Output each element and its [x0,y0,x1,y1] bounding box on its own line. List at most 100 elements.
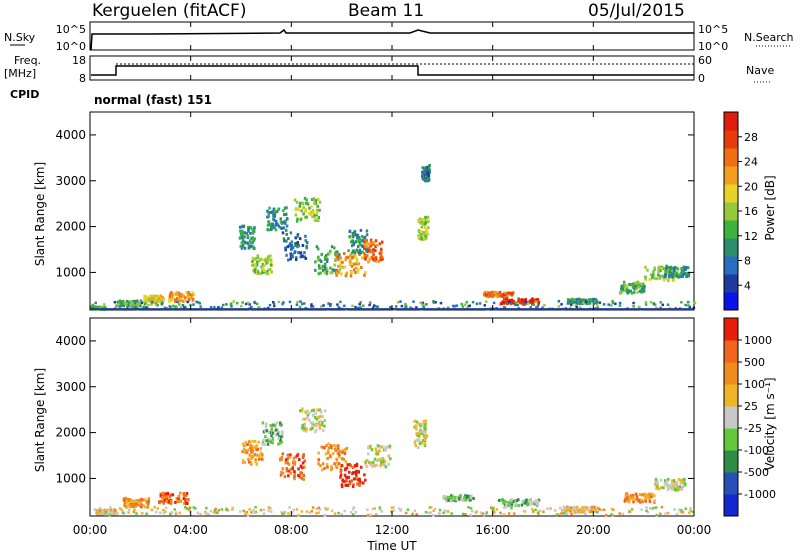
colorbar-swatch [724,166,738,185]
colorbar-tick-label: 20 [744,180,758,193]
power-colorbar: 28 24 20 16 12 8 4 [723,111,758,311]
ytick-label: 4000 [55,334,86,348]
colorbar-swatch [724,428,738,451]
ytick-label: 1000 [55,471,86,485]
colorbar-swatch [724,274,738,293]
freq-label-1: Freq. [14,54,41,67]
velocity-panel: 4000 3000 2000 1000 Slant Range [km] 1000 50… [33,317,777,517]
xlabel: Time UT [366,539,417,553]
scatter-blob [623,492,656,504]
scatter-blob [261,421,284,447]
xtick-label: 08:00 [274,523,309,537]
scatter-blob [364,444,392,469]
colorbar-swatch [724,112,738,131]
velocity-ylabel: Slant Range [km] [33,368,47,472]
nave-label: Nave [746,64,774,77]
colorbar-tick-label: -1000 [744,488,776,501]
ytick-label: 2000 [55,220,86,234]
time-axis: 00:00 04:00 08:00 12:00 16:00 20:00 00:00 [73,22,712,537]
colorbar-swatch [724,494,738,517]
colorbar-swatch [724,184,738,203]
velocity-colorbar-label: Velocity [m s⁻¹] [763,377,777,470]
colorbar-tick-label: 500 [744,356,765,369]
xtick-label: 16:00 [475,523,510,537]
scatter-blob [663,264,691,279]
nave-tick-top: 60 [698,54,712,67]
scatter-blob [158,491,190,505]
scatter-blob [298,407,327,434]
nsky-label: N.Sky [4,31,36,44]
colorbar-swatch [724,256,738,275]
colorbar-swatch [724,406,738,429]
colorbar-tick-label: -100 [744,444,769,457]
nsearch-tick-bottom: 10^0 [698,40,728,53]
scatter-blob [279,452,307,481]
scatter-blob [293,196,322,223]
date-title: 05/Jul/2015 [588,1,685,21]
nsky-tick-top: 10^5 [56,23,86,36]
ytick-label: 1000 [55,265,86,279]
xtick-label: 00:00 [677,523,712,537]
scatter-blob [238,224,256,251]
colorbar-tick-label: 24 [744,156,758,169]
colorbar-swatch [724,362,738,385]
scatter-blob [241,439,264,466]
scatter-blob [417,215,430,241]
colorbar-tick-label: 25 [744,400,758,413]
scatter-blob [421,163,431,183]
beam-title: Beam 11 [348,1,424,21]
colorbar-tick-label: -500 [744,466,769,479]
ytick-label: 3000 [55,174,86,188]
station-title: Kerguelen (fitACF) [92,1,246,21]
xtick-label: 04:00 [173,523,208,537]
scatter-blob [317,442,349,472]
colorbar-tick-label: 100 [744,378,765,391]
nsky-panel: N.Sky 10^5 10^0 10^5 10^0 N.Search [4,21,794,53]
scatter-blob [339,462,367,489]
scatter-blob [482,290,515,299]
colorbar-swatch [724,450,738,473]
xtick-label: 12:00 [375,523,410,537]
cpid-label: CPID [10,88,39,101]
xtick-label: 20:00 [576,523,611,537]
colorbar-swatch [724,238,738,257]
power-panel: 4000 3000 2000 1000 Slant Range [km] 28 24 20… [33,111,777,312]
freq-line [91,65,694,76]
colorbar-swatch [724,220,738,239]
ground-scatter-band [93,505,695,517]
scatter-blob [654,477,687,492]
ytick-label: 3000 [55,380,86,394]
ytick-label: 2000 [55,426,86,440]
freq-tick-bottom: 8 [79,72,86,85]
colorbar-swatch [724,384,738,407]
scatter-blob [334,252,367,278]
colorbar-tick-label: 28 [744,131,758,144]
xtick-label: 00:00 [73,523,108,537]
ytick-label: 4000 [55,128,86,142]
freq-tick-top: 18 [72,54,86,67]
colorbar-tick-label: 8 [744,255,751,268]
colorbar-tick-label: 4 [744,279,751,292]
colorbar-swatch [724,202,738,221]
nsky-tick-bottom: 10^0 [56,40,86,53]
scatter-blob [95,508,118,516]
colorbar-swatch [724,148,738,167]
scatter-blob [442,494,475,503]
scatter-blob [497,498,541,508]
scatter-blob [413,419,429,449]
scatter-blob [363,238,384,264]
colorbar-swatch [724,130,738,149]
power-ylabel: Slant Range [km] [33,162,47,266]
colorbar-swatch [724,340,738,363]
nsearch-tick-top: 10^5 [698,23,728,36]
freq-label-2: [MHz] [4,67,36,80]
scatter-blob [143,294,165,304]
nave-tick-bottom: 0 [698,72,705,85]
scatter-blob [251,254,274,276]
nsearch-label: N.Search [744,31,794,44]
cpid-text: normal (fast) 151 [94,93,212,107]
colorbar-swatch [724,472,738,495]
colorbar-tick-label: 12 [744,230,758,243]
power-colorbar-label: Power [dB] [763,175,777,240]
